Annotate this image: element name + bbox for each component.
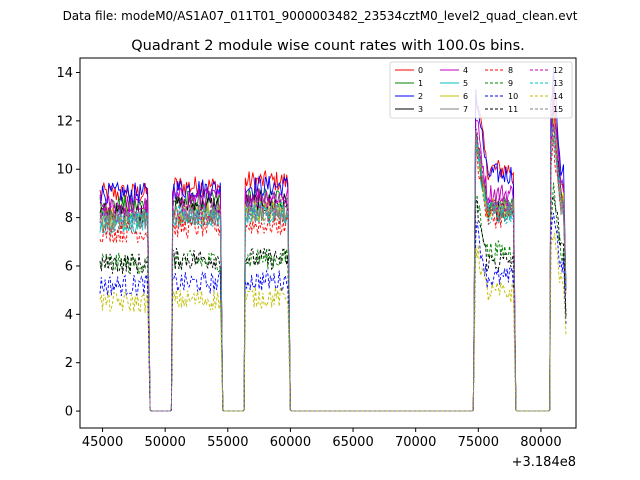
series-line-14 [99, 232, 567, 412]
x-tick-label: 80000 [520, 435, 561, 450]
y-tick-label: 12 [56, 114, 73, 129]
x-tick-label: 50000 [144, 435, 185, 450]
legend-label-8: 8 [508, 66, 513, 75]
figure-suptitle: Data file: modeM0/AS1A07_011T01_90000034… [63, 9, 578, 23]
legend-label-3: 3 [418, 105, 423, 114]
axes-layer: 45000 50000 55000 60000 65000 70000 75000 80000… [56, 57, 577, 450]
legend-label-5: 5 [463, 79, 468, 88]
chart-title: Quadrant 2 module wise count rates with … [131, 38, 525, 54]
y-tick-label: 8 [65, 211, 73, 226]
legend-label-12: 12 [553, 66, 563, 75]
x-tick-label: 45000 [82, 435, 123, 450]
y-tick-label: 10 [56, 163, 73, 178]
series-layer [99, 67, 567, 412]
y-tick-label: 2 [65, 356, 73, 371]
legend-label-9: 9 [508, 79, 513, 88]
legend-label-14: 14 [553, 92, 563, 101]
x-tick-label: 65000 [332, 435, 373, 450]
x-tick-label: 55000 [207, 435, 248, 450]
legend-label-11: 11 [508, 105, 518, 114]
x-tick-label: 70000 [395, 435, 436, 450]
legend-label-4: 4 [463, 66, 468, 75]
series-line-10 [99, 212, 567, 412]
y-tick-label: 6 [65, 259, 73, 274]
legend-label-15: 15 [553, 105, 563, 114]
x-tick-label: 75000 [458, 435, 499, 450]
y-tick-label: 14 [56, 66, 73, 81]
y-tick-label: 4 [65, 308, 73, 323]
legend-box [389, 61, 573, 119]
series-line-11 [99, 194, 567, 412]
series-line-15 [99, 130, 567, 412]
legend-label-2: 2 [418, 92, 423, 101]
plot-frame [79, 57, 577, 429]
y-tick-label: 0 [65, 405, 73, 420]
legend-label-1: 1 [418, 79, 423, 88]
legend-label-0: 0 [418, 66, 423, 75]
legend-label-7: 7 [463, 105, 468, 114]
series-line-12 [99, 123, 567, 412]
legend-label-13: 13 [553, 79, 563, 88]
legend-label-10: 10 [508, 92, 518, 101]
legend-label-6: 6 [463, 92, 468, 101]
x-tick-label: 60000 [270, 435, 311, 450]
x-axis-offset-label: +3.184e8 [512, 455, 576, 470]
